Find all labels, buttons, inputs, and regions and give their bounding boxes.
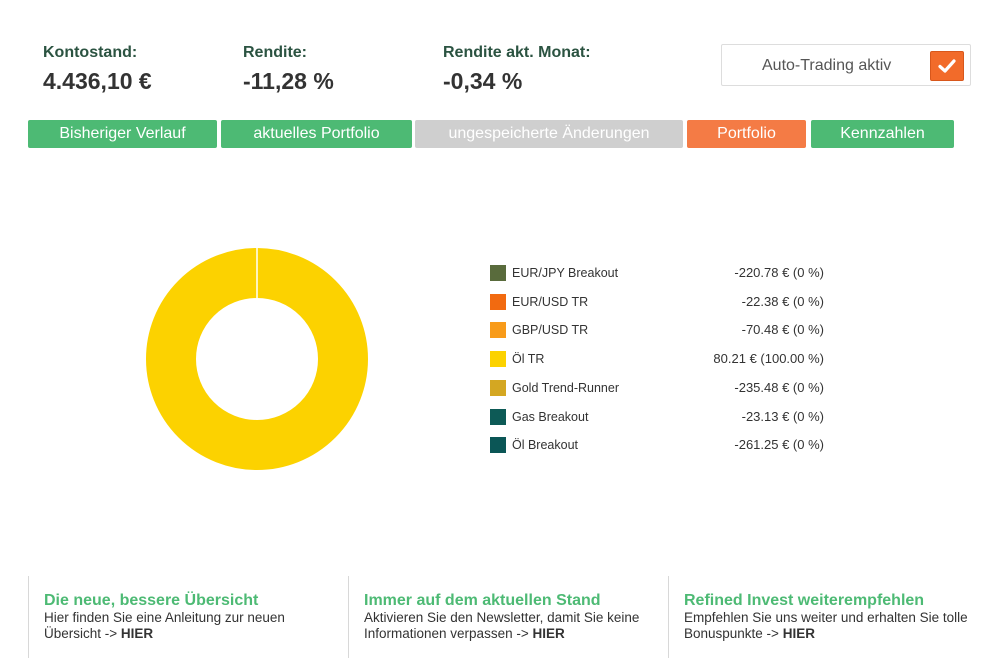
legend-name: EUR/JPY Breakout [512,266,619,280]
footer-title[interactable]: Refined Invest weiterempfehlen [684,592,925,609]
footer-overview: Die neue, bessere Übersicht Hier finden … [28,576,349,658]
tab-current-portfolio[interactable]: aktuelles Portfolio [221,120,412,148]
footer-link[interactable]: HIER [532,626,565,641]
legend-value: -70.48 € (0 %) [741,322,824,338]
legend-name: Öl Breakout [512,438,579,453]
footer-link[interactable]: HIER [120,626,154,641]
tab-portfolio[interactable]: Portfolio [687,120,806,148]
footer-title[interactable]: Immer auf dem aktuellen Stand [364,592,601,609]
legend-name: EUR/USD TR [512,294,589,309]
legend-swatch [490,293,506,310]
return-month-value: -0,34 % [443,68,523,94]
footer-text: Empfehlen Sie uns weiter und erhalten Si… [684,610,968,641]
legend-swatch [490,351,506,368]
auto-trading-checkbox[interactable] [930,51,964,81]
auto-trading-label: Auto-Trading aktiv [762,57,892,74]
return-value: -11,28 % [243,68,334,94]
legend-value: -220.78 € (0 %) [734,265,824,280]
legend-item: Öl Breakout -261.25 € (0 %) [490,434,830,454]
legend-item: EUR/JPY Breakout -220.78 € (0 %) [490,262,830,282]
checkmark-icon [938,59,956,73]
stat-return-month: Rendite akt. Monat: -0,34 % [443,44,591,95]
footer-link[interactable]: HIER [782,626,815,641]
balance-label: Kontostand: [43,44,138,61]
legend-value: -261.25 € (0 %) [734,437,824,453]
legend-swatch [490,437,506,454]
legend-value: -235.48 € (0 %) [734,379,824,395]
stat-return: Rendite: -11,28 % [243,44,334,95]
legend-item: GBP/USD TR -70.48 € (0 %) [490,319,830,339]
legend-name: GBP/USD TR [512,323,589,338]
legend-item: Öl TR 80.21 € (100.00 %) [490,348,830,368]
tab-key-figures[interactable]: Kennzahlen [811,120,954,148]
legend-name: Gas Breakout [512,409,589,424]
legend-name: Öl TR [512,352,545,367]
legend-swatch [490,265,506,281]
legend-swatch [490,379,506,396]
legend-value: -23.13 € (0 %) [741,408,824,424]
footer-text: Aktivieren Sie den Newsletter, damit Sie… [364,610,640,641]
return-label: Rendite: [243,44,307,61]
tab-history[interactable]: Bisheriger Verlauf [28,120,217,148]
return-month-label: Rendite akt. Monat: [443,44,591,61]
tab-unsaved-changes[interactable]: ungespeicherte Änderungen [415,120,683,148]
legend-item: EUR/USD TR -22.38 € (0 %) [490,291,830,311]
legend-value: 80.21 € (100.00 %) [713,351,824,367]
balance-value: 4.436,10 € [43,68,152,94]
legend-item: Gold Trend-Runner -235.48 € (0 %) [490,377,830,397]
legend-name: Gold Trend-Runner [512,380,620,395]
footer-newsletter: Immer auf dem aktuellen Stand Aktivieren… [348,576,669,658]
footer-title[interactable]: Die neue, bessere Übersicht [44,592,259,609]
footer-recommend: Refined Invest weiterempfehlen Empfehlen… [668,576,989,658]
legend-swatch [490,408,506,425]
legend-item: Gas Breakout -23.13 € (0 %) [490,406,830,426]
footer-text: Hier finden Sie eine Anleitung zur neuen… [44,610,285,641]
auto-trading-toggle[interactable]: Auto-Trading aktiv [721,44,971,86]
portfolio-donut-chart [146,248,368,470]
donut-slice [146,248,368,470]
legend-swatch [490,322,506,339]
legend-value: -22.38 € (0 %) [741,293,824,309]
stat-balance: Kontostand: 4.436,10 € [43,44,152,95]
